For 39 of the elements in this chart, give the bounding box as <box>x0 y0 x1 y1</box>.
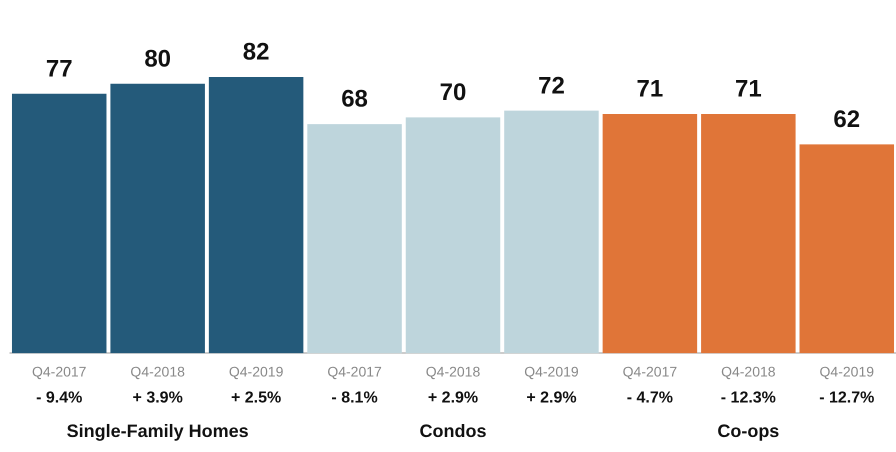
text: - 9.4% <box>36 390 82 407</box>
data-label: 68 <box>341 86 368 113</box>
bar <box>307 124 402 354</box>
x-tick-label: Q4-2018 <box>130 363 186 380</box>
text: - 4.7% <box>626 390 674 407</box>
x-tick-label: Q4-2017 <box>327 363 382 380</box>
text: Single-Family Homes <box>66 421 249 442</box>
text: + 2.9% <box>428 390 478 407</box>
text: Condos <box>420 421 486 442</box>
data-label: 82 <box>242 38 270 66</box>
bar <box>701 114 796 354</box>
text: - 12.3% <box>720 390 776 407</box>
text: Co-ops <box>717 421 780 442</box>
data-label: 71 <box>636 76 664 103</box>
text: + 3.9% <box>132 390 183 407</box>
data-label: 77 <box>46 55 73 82</box>
bar <box>110 84 205 354</box>
data-label: 72 <box>538 72 565 100</box>
bar <box>800 144 894 354</box>
x-tick-label: Q4-2018 <box>721 363 776 380</box>
data-label: 70 <box>440 79 466 106</box>
x-tick-label: Q4-2019 <box>820 363 874 380</box>
text: - 12.7% <box>819 390 874 407</box>
text: + 2.5% <box>230 390 282 407</box>
bar <box>406 117 500 354</box>
bar <box>602 114 698 354</box>
data-label: 80 <box>144 45 172 72</box>
bar <box>208 76 304 354</box>
bar <box>12 94 106 354</box>
x-tick-label: Q4-2017 <box>622 363 678 380</box>
text: + 2.9% <box>526 390 577 407</box>
x-tick-label: Q4-2019 <box>228 363 284 380</box>
data-label: 71 <box>734 76 762 103</box>
x-tick-label: Q4-2018 <box>426 363 480 380</box>
text: - 8.1% <box>331 390 378 407</box>
bar <box>504 110 599 354</box>
data-label: 62 <box>833 106 860 133</box>
x-tick-label: Q4-2017 <box>32 363 87 380</box>
x-tick-label: Q4-2019 <box>524 363 579 380</box>
